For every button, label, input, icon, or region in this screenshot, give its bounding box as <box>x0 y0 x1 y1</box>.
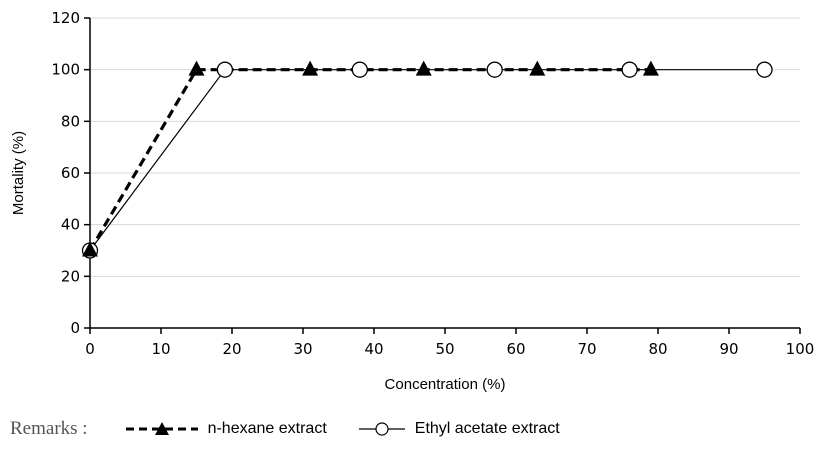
series-layer <box>81 60 773 259</box>
x-tick-label: 80 <box>648 340 667 358</box>
y-tick-label: 20 <box>61 267 80 285</box>
data-point-n-hexane <box>82 241 98 257</box>
y-tick-label: 100 <box>51 61 80 79</box>
x-tick-label: 40 <box>364 340 383 358</box>
x-tick-label: 0 <box>85 340 95 358</box>
x-tick-label: 30 <box>293 340 312 358</box>
mortality-line-chart: 0 20 40 60 80 100 120 0 10 20 30 40 50 60 70 80 90 100 Co… <box>10 9 814 393</box>
series-line-n-hexane <box>88 68 651 252</box>
legend-label-ethyl-acetate: Ethyl acetate extract <box>414 420 560 437</box>
data-point-ethyl-acetate <box>216 61 234 78</box>
y-tick-label: 0 <box>70 319 80 337</box>
data-point-n-hexane <box>415 60 432 76</box>
y-tick-label: 120 <box>51 9 80 27</box>
x-tick-label: 90 <box>719 340 738 358</box>
data-point-ethyl-acetate <box>351 61 368 78</box>
y-axis-title: Mortality (%) <box>10 131 27 215</box>
data-point-n-hexane <box>529 60 546 76</box>
x-axis-title: Concentration (%) <box>385 376 506 393</box>
x-tick-label: 100 <box>786 340 815 358</box>
data-point-ethyl-acetate <box>621 61 638 78</box>
legend-item-ethyl-acetate: Ethyl acetate extract <box>357 419 560 439</box>
data-point-n-hexane <box>302 60 319 76</box>
x-tick-label: 70 <box>577 340 596 358</box>
axes <box>84 17 801 334</box>
gridlines <box>90 17 800 277</box>
circle-marker-icon <box>375 422 389 436</box>
triangle-marker-icon <box>154 422 169 435</box>
legend-remarks-label: Remarks : <box>10 418 88 439</box>
y-tick-label: 60 <box>61 164 80 182</box>
legend: Remarks : n-hexane extract Ethyl acetate… <box>10 404 810 454</box>
legend-swatch-ethyl-acetate <box>358 422 405 436</box>
chart-area: 0 20 40 60 80 100 120 0 10 20 30 40 50 60 70 80 90 100 Co… <box>10 9 814 393</box>
data-point-ethyl-acetate <box>756 61 773 78</box>
legend-label-n-hexane: n-hexane extract <box>207 420 327 437</box>
series-line-ethyl-acetate <box>89 69 765 251</box>
legend-swatch-n-hexane <box>125 422 198 435</box>
tick-labels: 0 20 40 60 80 100 120 0 10 20 30 40 50 60 70 80 90 100 <box>51 9 814 358</box>
data-point-n-hexane <box>188 60 205 76</box>
legend-item-n-hexane: n-hexane extract <box>124 419 327 439</box>
data-point-ethyl-acetate <box>486 61 503 78</box>
x-tick-label: 10 <box>151 340 170 358</box>
y-tick-label: 80 <box>61 112 80 130</box>
y-tick-label: 40 <box>61 216 80 234</box>
x-tick-label: 60 <box>506 340 525 358</box>
x-tick-label: 20 <box>222 340 241 358</box>
x-tick-label: 50 <box>435 340 454 358</box>
data-point-n-hexane <box>642 60 659 76</box>
